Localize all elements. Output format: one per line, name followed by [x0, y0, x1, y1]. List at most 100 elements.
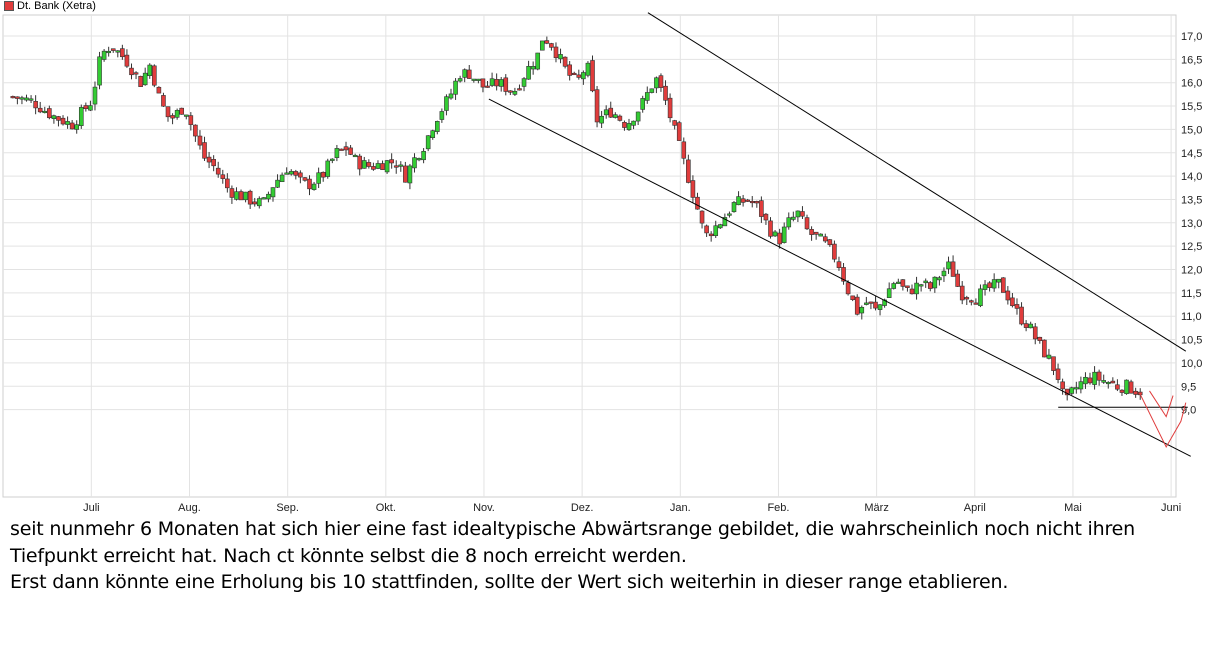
candle-body — [873, 301, 878, 309]
y-tick-label: 14,0 — [1181, 171, 1202, 183]
candle-body — [183, 114, 189, 117]
candle-body — [206, 156, 212, 163]
candle-body — [654, 77, 659, 89]
channel-lower-line — [488, 98, 1191, 457]
candle-body — [663, 85, 668, 101]
candle-body — [749, 200, 755, 204]
candle-body — [813, 231, 819, 235]
candle-body — [1051, 356, 1056, 371]
candle-body — [585, 62, 591, 76]
candle-body — [736, 196, 741, 206]
candle-body — [795, 210, 801, 218]
candle-body — [476, 78, 481, 81]
candle-body — [658, 75, 664, 88]
candle-body — [256, 198, 262, 207]
candle-body — [270, 187, 276, 198]
candle-body — [740, 198, 746, 203]
x-tick-label: Juli — [83, 502, 100, 514]
candle-body — [179, 107, 184, 115]
candle-body — [33, 101, 38, 109]
candle-body — [471, 78, 477, 81]
candle-body — [398, 164, 404, 167]
candle-body — [56, 116, 61, 121]
candle-body — [279, 174, 285, 183]
candle-body — [197, 135, 203, 146]
candle-body — [1105, 381, 1111, 385]
candle-body — [453, 80, 458, 95]
candle-body — [937, 277, 942, 281]
y-tick-label: 15,0 — [1181, 124, 1202, 136]
candle-body — [676, 122, 682, 141]
candle-body — [1005, 290, 1011, 301]
y-axis-ticks: 17,0 16,5 16,0 15,5 15,0 14,5 14,0 13,5 13,0 12,5… — [1181, 31, 1202, 417]
candle-body — [439, 111, 445, 120]
candle-body — [421, 151, 426, 161]
candle-body — [138, 75, 143, 87]
candle-body — [261, 197, 267, 200]
candle-body — [640, 98, 646, 110]
candle-body — [859, 306, 865, 314]
candle-body — [74, 124, 80, 130]
candle-body — [905, 285, 910, 288]
candle-body — [991, 279, 997, 289]
candle-body — [781, 226, 787, 243]
candle-body — [608, 107, 614, 118]
x-tick-label: Mai — [1064, 502, 1082, 514]
candle-body — [60, 117, 66, 125]
candle-body — [818, 233, 824, 237]
candle-body — [330, 158, 335, 161]
candle-body — [498, 79, 504, 87]
candle-body — [252, 201, 258, 205]
candle-body — [69, 122, 75, 130]
candle-body — [521, 78, 527, 87]
candle-body — [594, 89, 600, 123]
candle-body — [188, 115, 194, 125]
candle-body — [517, 88, 522, 91]
candle-body — [722, 217, 728, 227]
candle-body — [425, 135, 431, 150]
candle-body — [215, 167, 221, 175]
candle-body — [622, 122, 627, 128]
candle-body — [494, 79, 499, 87]
candle-body — [599, 115, 604, 124]
candle-body — [832, 243, 837, 260]
candle-body — [791, 216, 796, 220]
plot-frame — [2, 14, 1177, 498]
candle-body — [822, 236, 828, 242]
y-tick-label: 11,5 — [1181, 288, 1202, 300]
candle-body — [549, 43, 554, 48]
candle-body — [485, 85, 490, 88]
candle-body — [234, 191, 239, 200]
candle-body — [786, 217, 792, 228]
candle-body — [713, 225, 719, 236]
candlestick-series — [10, 36, 1143, 401]
candle-body — [316, 172, 321, 184]
x-tick-label: Juni — [1161, 502, 1181, 514]
candle-body — [225, 178, 230, 189]
candle-body — [371, 166, 376, 170]
candle-body — [868, 301, 874, 304]
candle-body — [699, 210, 705, 224]
candle-body — [553, 46, 559, 59]
x-tick-label: Jan. — [670, 502, 691, 514]
candle-body — [165, 106, 171, 118]
candle-body — [298, 172, 303, 178]
candle-body — [1037, 336, 1043, 341]
candle-body — [772, 231, 778, 237]
candle-body — [430, 130, 436, 138]
candle-body — [987, 282, 992, 288]
candle-body — [407, 165, 413, 184]
candle-body — [361, 160, 367, 169]
candle-body — [959, 285, 965, 301]
candle-body — [777, 232, 782, 245]
candle-body — [964, 297, 970, 300]
analysis-caption: seit nunmehr 6 Monaten hat sich hier ein… — [10, 516, 1220, 596]
candle-body — [403, 165, 408, 183]
candle-body — [613, 114, 618, 118]
candle-body — [1101, 380, 1107, 383]
candle-body — [941, 270, 947, 277]
chart-legend: Dt. Bank (Xetra) — [4, 0, 96, 12]
candle-body — [129, 67, 134, 76]
y-tick-label: 13,5 — [1181, 194, 1202, 206]
legend-swatch — [4, 1, 14, 11]
